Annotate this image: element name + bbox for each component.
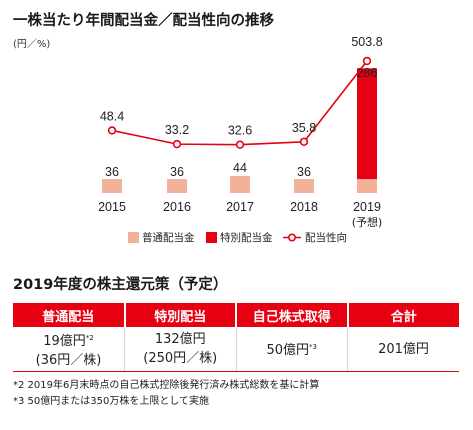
bar-value-label: 44 — [233, 161, 247, 175]
payout-ratio-point — [172, 139, 182, 149]
returns-title: 2019年度の株主還元策（予定） — [13, 277, 228, 293]
chart-title: 一株当たり年間配当金／配当性向の推移 — [13, 13, 274, 29]
ordinary-dividend-bar — [102, 179, 122, 193]
category-sublabel: (予想) — [352, 215, 383, 229]
note-mark: *3 — [309, 343, 317, 351]
cell-special-dividend: 132億円 (250円／株) — [124, 327, 236, 372]
payout-ratio-point — [299, 137, 309, 146]
dividend-chart: 36 36 44 36 286 48.4 33.2 32.6 35.8 503.8 2015 2016… — [98, 35, 383, 244]
payout-ratio-point — [362, 56, 372, 66]
bar-value-label: 286 — [357, 66, 378, 80]
ordinary-dividend-bar — [357, 179, 377, 193]
payout-ratio-point — [235, 140, 245, 149]
category-label: 2017 — [226, 200, 254, 214]
bar-value-label: 36 — [105, 165, 119, 179]
payout-ratio-label: 503.8 — [351, 35, 382, 49]
legend-swatch-ordinary — [128, 232, 139, 243]
header-share-buyback: 自己株式取得 — [235, 303, 348, 327]
cell-per-share: (250円／株) — [143, 351, 218, 366]
bar-value-label: 36 — [297, 165, 311, 179]
ordinary-dividend-bar — [230, 175, 250, 193]
payout-ratio-label: 48.4 — [100, 109, 124, 123]
table-row: 19億円*2 (36円／株) 132億円 (250円／株) 50億円*3 201… — [13, 327, 459, 372]
payout-ratio-point — [107, 126, 117, 135]
legend-marker-ratio — [287, 233, 296, 242]
payout-ratio-label: 35.8 — [292, 121, 316, 135]
cell-ordinary-dividend: 19億円*2 (36円／株) — [13, 327, 125, 372]
category-label: 2015 — [98, 200, 126, 214]
unit-label: (円／%) — [13, 39, 51, 50]
cell-share-buyback: 50億円*3 — [235, 327, 348, 372]
legend-swatch-special — [206, 232, 217, 243]
legend-label-ratio: 配当性向 — [305, 231, 347, 244]
category-label: 2016 — [163, 200, 191, 214]
shareholder-returns-table: 普通配当 特別配当 自己株式取得 合計 19億円*2 (36円／株) 132億円… — [13, 303, 459, 372]
cell-per-share: (36円／株) — [35, 352, 102, 368]
category-label: 2019 — [353, 200, 381, 214]
footnote: *3 50億円または350万株を上限として実施 — [13, 396, 210, 407]
cell-total: 201億円 — [347, 327, 459, 372]
payout-ratio-label: 33.2 — [165, 123, 189, 137]
footnotes: *2 2019年6月末時点の自己株式控除後発行済み株式総数を基に計算 *3 50… — [13, 378, 319, 410]
note-mark: *2 — [85, 333, 94, 342]
cell-value: 132億円 — [154, 332, 206, 347]
ordinary-dividend-bar — [167, 179, 187, 193]
header-total: 合計 — [346, 303, 459, 327]
footnote: *2 2019年6月末時点の自己株式控除後発行済み株式総数を基に計算 — [13, 380, 320, 391]
cell-value: 201億円 — [378, 341, 429, 357]
cell-value: 50億円 — [266, 343, 310, 358]
cell-value: 19億円 — [43, 333, 86, 349]
table-header-row: 普通配当 特別配当 自己株式取得 合計 — [13, 303, 459, 327]
ordinary-dividend-bar — [294, 179, 314, 193]
header-special-dividend: 特別配当 — [123, 303, 236, 327]
bar-value-label: 36 — [170, 165, 184, 179]
category-label: 2018 — [290, 200, 318, 214]
special-dividend-bar — [357, 68, 377, 180]
header-ordinary-dividend: 普通配当 — [13, 303, 125, 327]
legend-label-special: 特別配当金 — [220, 231, 273, 244]
legend-label-ordinary: 普通配当金 — [142, 231, 195, 244]
payout-ratio-label: 32.6 — [228, 124, 252, 138]
